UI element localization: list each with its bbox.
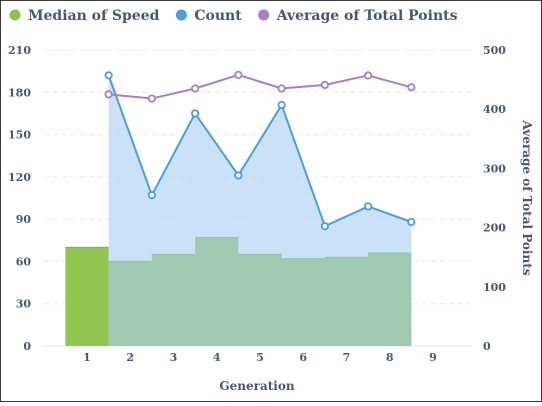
legend-swatch-0 — [9, 9, 21, 21]
count-point-8 — [407, 217, 416, 227]
y-right-tick-0: 0 — [483, 340, 491, 353]
x-tick-6: 6 — [299, 351, 307, 364]
legend-item-1[interactable]: Count — [175, 8, 242, 24]
count-point-3 — [191, 109, 200, 118]
x-tick-7: 7 — [343, 351, 351, 364]
average-total-points-series — [104, 70, 416, 103]
count-point-4 — [234, 171, 243, 180]
legend-item-2[interactable]: Average of Total Points — [258, 8, 458, 24]
y-left-tick-60: 60 — [16, 255, 32, 268]
y-left-tick-90: 90 — [16, 213, 32, 226]
avg-point-7 — [364, 71, 373, 80]
count-point-5 — [277, 100, 286, 110]
y-right-tick-200: 200 — [483, 222, 506, 235]
x-tick-8: 8 — [386, 351, 394, 364]
avg-point-3 — [191, 84, 200, 93]
legend-label-1: Count — [194, 8, 242, 24]
x-tick-2: 2 — [126, 351, 134, 364]
y-right-tick-500: 500 — [483, 44, 506, 57]
count-point-1 — [104, 71, 113, 80]
count-point-2 — [147, 191, 156, 200]
x-tick-9: 9 — [429, 351, 437, 364]
avg-point-8 — [407, 83, 416, 92]
y-left-tick-120: 120 — [8, 171, 31, 184]
y-left-tick-0: 0 — [23, 340, 31, 353]
avg-point-1 — [104, 90, 113, 99]
y-right-tick-400: 400 — [483, 103, 506, 116]
count-line — [107, 75, 412, 228]
legend-label-2: Average of Total Points — [276, 8, 458, 24]
y-right-tick-100: 100 — [483, 281, 506, 294]
y-right-tick-300: 300 — [483, 162, 506, 175]
count-point-7 — [364, 202, 373, 211]
avg-line — [108, 73, 412, 100]
count-series — [104, 71, 416, 346]
y-left-tick-150: 150 — [8, 129, 31, 142]
avg-point-6 — [320, 80, 329, 90]
axes: 0 30 60 90 120 150 180 210 0 100 200 300 400 500 1 2 3 4 5… — [8, 44, 534, 393]
x-tick-4: 4 — [213, 351, 221, 364]
x-tick-1: 1 — [83, 351, 91, 364]
x-tick-3: 3 — [170, 351, 178, 364]
legend-label-0: Median of Speed — [28, 8, 160, 24]
avg-point-4 — [234, 70, 243, 79]
count-area — [108, 75, 412, 346]
x-tick-5: 5 — [256, 351, 264, 364]
y-left-tick-210: 210 — [8, 44, 31, 57]
legend-swatch-1 — [175, 9, 187, 21]
y-left-tick-180: 180 — [8, 86, 31, 99]
avg-point-5 — [277, 84, 286, 93]
count-point-6 — [320, 222, 329, 231]
y-left-tick-30: 30 — [16, 298, 32, 311]
x-axis-title: Generation — [219, 379, 294, 393]
legend-swatch-2 — [258, 9, 270, 21]
y-right-axis-title: Average of Total Points — [520, 120, 534, 276]
legend[interactable]: Median of Speed Count Average of Total Poi… — [9, 8, 458, 24]
avg-point-2 — [147, 94, 156, 103]
speed-bar-1 — [65, 247, 109, 346]
legend-item-0[interactable]: Median of Speed — [9, 8, 160, 24]
